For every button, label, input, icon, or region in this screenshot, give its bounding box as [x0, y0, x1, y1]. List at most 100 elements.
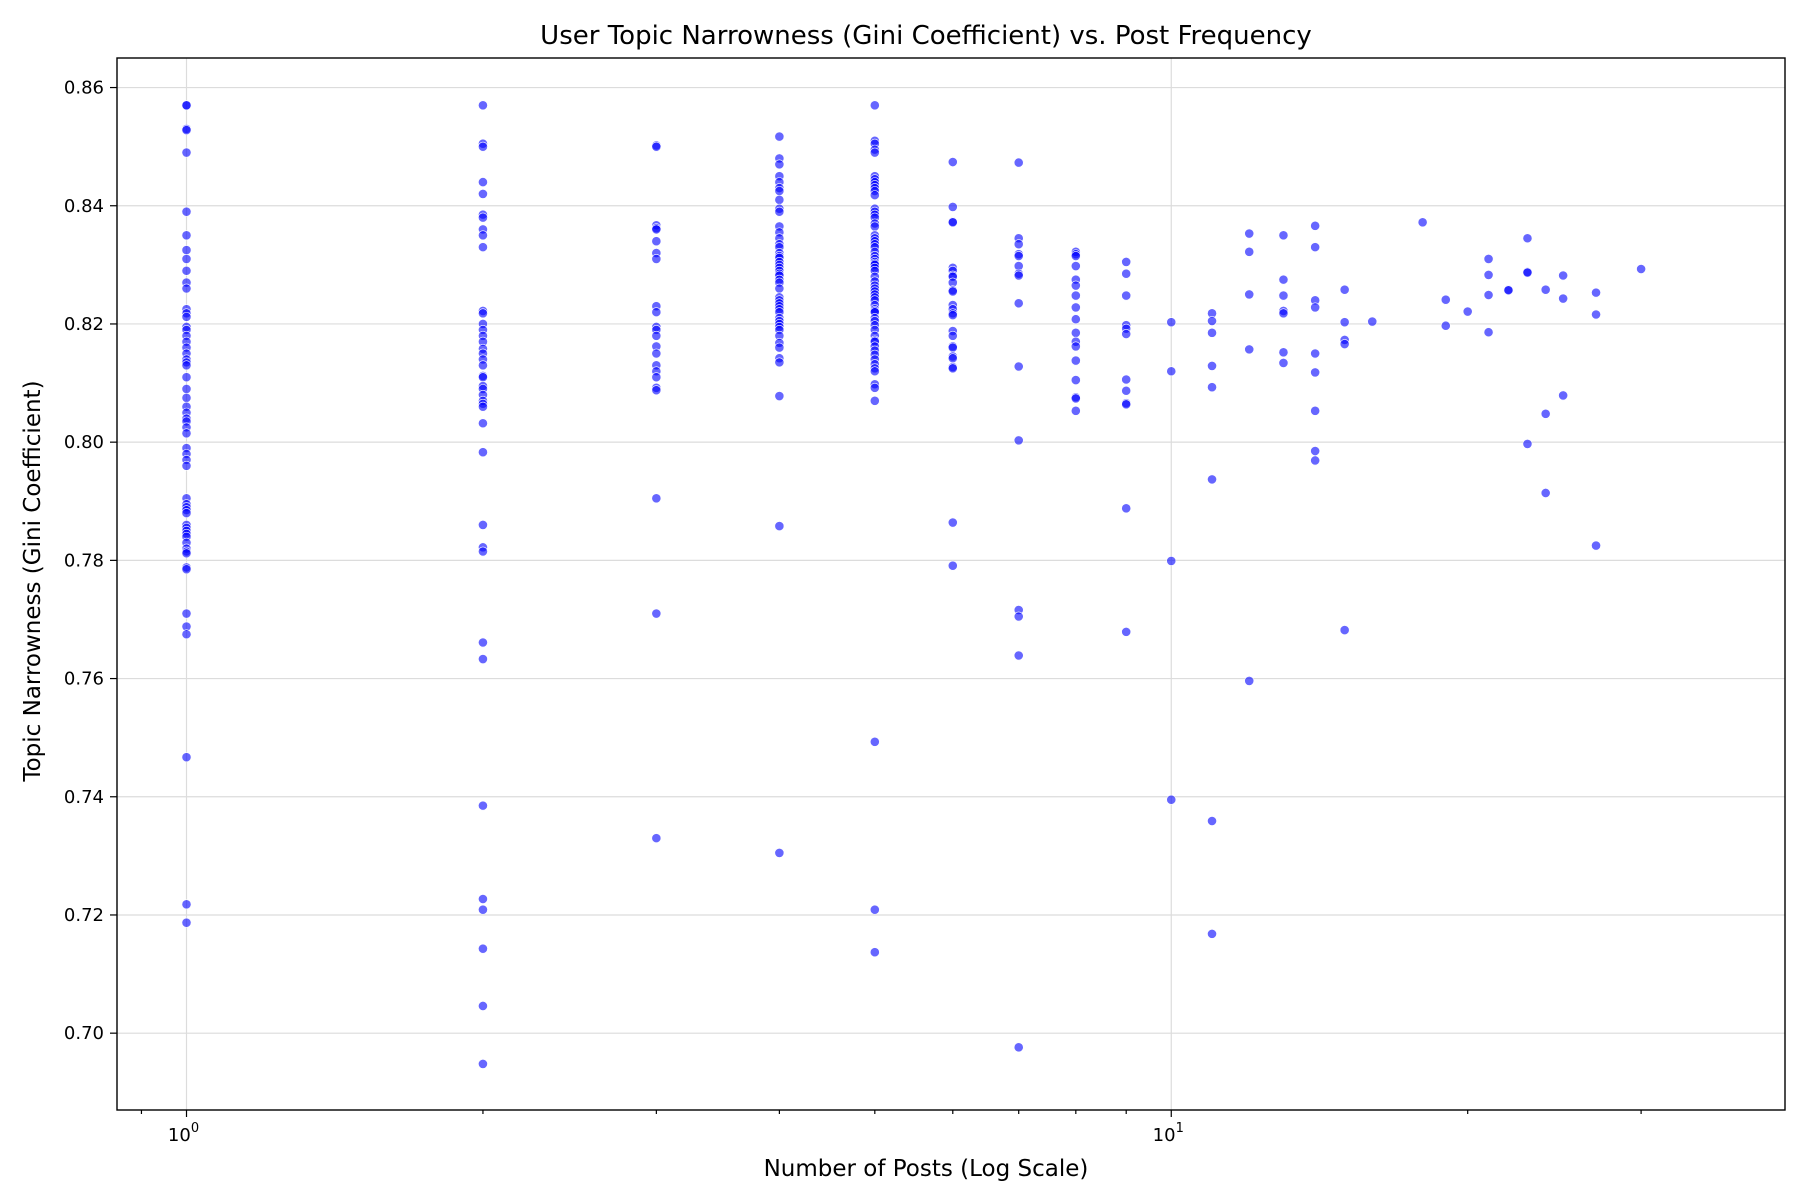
- data-point: [1310, 455, 1321, 466]
- data-point: [1070, 405, 1081, 416]
- data-point: [651, 254, 662, 264]
- y-tick-label: 0.84: [64, 196, 104, 217]
- data-point: [181, 360, 192, 371]
- data-point: [1013, 1042, 1024, 1053]
- data-point: [1207, 928, 1217, 939]
- y-tick-label: 0.86: [64, 78, 104, 99]
- data-point: [478, 447, 488, 458]
- data-point: [1070, 355, 1081, 366]
- data-point: [1483, 269, 1494, 280]
- data-point: [1207, 382, 1217, 393]
- data-point: [1121, 268, 1132, 279]
- data-point: [1540, 408, 1551, 419]
- data-point: [869, 904, 880, 915]
- data-point: [651, 348, 662, 359]
- data-point: [1244, 289, 1255, 300]
- data-point: [869, 366, 880, 377]
- x-tick-label: 101: [1153, 1121, 1184, 1146]
- data-point: [947, 157, 958, 167]
- data-point: [1310, 242, 1321, 253]
- data-point: [651, 608, 662, 619]
- data-point: [1278, 290, 1289, 301]
- data-point: [1070, 251, 1081, 261]
- data-point: [1070, 375, 1081, 385]
- data-point: [869, 947, 880, 958]
- data-point: [1207, 474, 1217, 485]
- data-point: [947, 310, 958, 320]
- data-point: [1278, 230, 1289, 241]
- data-point: [869, 147, 880, 158]
- data-point: [774, 131, 785, 142]
- data-point: [651, 330, 662, 341]
- data-point: [651, 236, 662, 247]
- data-point: [1121, 399, 1132, 410]
- data-point: [774, 357, 785, 368]
- data-point: [478, 904, 488, 915]
- data-point: [181, 508, 192, 518]
- data-point: [1013, 435, 1024, 446]
- y-tick-label: 0.78: [64, 550, 104, 571]
- data-point: [651, 141, 662, 152]
- x-axis: 100 101: [140, 1110, 1642, 1146]
- data-point: [181, 147, 192, 158]
- data-point: [478, 372, 488, 383]
- data-point: [478, 1001, 488, 1011]
- data-point: [478, 189, 488, 199]
- y-tick-label: 0.70: [64, 1023, 104, 1044]
- data-point: [1310, 446, 1321, 456]
- data-point: [1121, 256, 1132, 267]
- data-point: [181, 265, 192, 276]
- data-point: [478, 242, 488, 253]
- data-point: [1013, 251, 1024, 261]
- data-point: [1522, 267, 1533, 278]
- data-point: [651, 224, 662, 235]
- data-point: [181, 245, 192, 255]
- data-point: [181, 125, 192, 136]
- data-point: [181, 899, 192, 910]
- data-point: [774, 186, 785, 196]
- data-point: [1166, 794, 1177, 805]
- data-point: [181, 752, 192, 763]
- data-point: [774, 848, 785, 858]
- y-tick-label: 0.76: [64, 669, 104, 690]
- data-point: [1310, 302, 1321, 313]
- data-point: [181, 629, 192, 640]
- data-point: [1339, 284, 1350, 295]
- data-point: [947, 330, 958, 341]
- data-point: [181, 100, 192, 111]
- data-point: [1207, 816, 1217, 826]
- data-point: [1070, 341, 1081, 352]
- data-point: [1278, 308, 1289, 319]
- data-point: [1591, 287, 1601, 298]
- data-point: [1244, 344, 1255, 355]
- data-point: [478, 654, 488, 664]
- data-point: [1013, 650, 1024, 661]
- data-point: [774, 521, 785, 531]
- data-point: [181, 206, 192, 217]
- data-point: [1013, 239, 1024, 250]
- data-point: [1207, 361, 1217, 371]
- data-point: [1013, 361, 1024, 372]
- data-point: [651, 493, 662, 504]
- data-point: [947, 217, 958, 228]
- y-tick-label: 0.80: [64, 432, 104, 453]
- data-point: [1558, 293, 1569, 304]
- data-point: [1310, 220, 1321, 231]
- data-point: [1636, 264, 1646, 274]
- data-point: [1070, 327, 1081, 338]
- data-point: [1207, 316, 1217, 326]
- data-point: [774, 194, 785, 205]
- data-point: [478, 1059, 488, 1069]
- data-point: [774, 342, 785, 353]
- data-point: [1166, 366, 1177, 377]
- data-point: [1013, 298, 1024, 309]
- data-point: [947, 517, 958, 528]
- data-point: [1244, 676, 1255, 686]
- data-point: [1070, 314, 1081, 325]
- data-point: [1166, 317, 1177, 328]
- data-point: [1207, 327, 1217, 338]
- data-point: [1166, 556, 1177, 566]
- data-point: [774, 283, 785, 294]
